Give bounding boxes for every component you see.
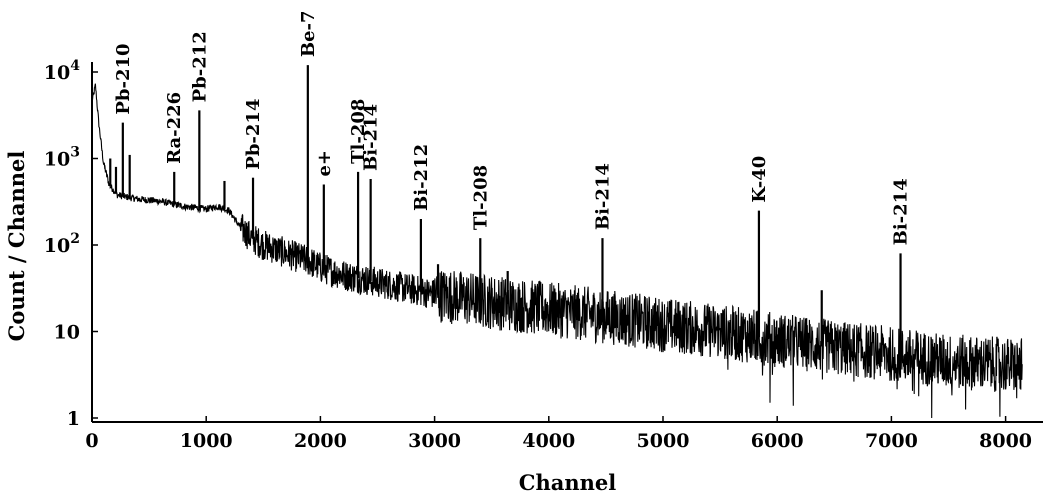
peak-label: Pb-210 [113, 43, 134, 114]
peak-label: Tl-208 [348, 99, 369, 164]
x-tick-label: 5000 [637, 430, 690, 452]
y-tick-label: 103 [44, 145, 80, 171]
x-tick-label: 2000 [294, 430, 347, 452]
peak-label: Pb-214 [243, 99, 264, 170]
peak-label: K-40 [749, 156, 770, 203]
peak-label: Tl-208 [470, 165, 491, 230]
x-axis-title: Channel [519, 470, 616, 495]
x-tick-label: 8000 [979, 430, 1032, 452]
x-tick-label: 3000 [408, 430, 461, 452]
peak-label: e+ [314, 150, 335, 177]
peak-label: Bi-212 [411, 144, 432, 211]
peak-label: Pb-212 [189, 31, 210, 102]
y-tick-label: 10 [54, 322, 80, 344]
y-tick-label: 102 [44, 231, 80, 257]
spectrum-line [91, 83, 1023, 419]
axes: 0 1000 2000 3000 4000 5000 6000 7000 8000 1 10 102 1… [44, 58, 1043, 452]
y-axis-title: Count / Channel [4, 151, 29, 342]
plot-area [91, 65, 1023, 419]
x-tick-label: 0 [85, 430, 98, 452]
x-tick-label: 4000 [522, 430, 575, 452]
peak-label: Bi-214 [361, 104, 382, 171]
peak-label: Bi-214 [891, 178, 912, 245]
peak-label: Be-7 [298, 10, 319, 57]
x-tick-label: 1000 [180, 430, 233, 452]
y-tick-label: 1 [67, 408, 80, 430]
peak-label: Bi-214 [592, 163, 613, 230]
x-tick-label: 7000 [865, 430, 918, 452]
y-tick-label: 104 [44, 58, 80, 84]
x-tick-label: 6000 [751, 430, 804, 452]
peak-label: Ra-226 [164, 92, 185, 164]
